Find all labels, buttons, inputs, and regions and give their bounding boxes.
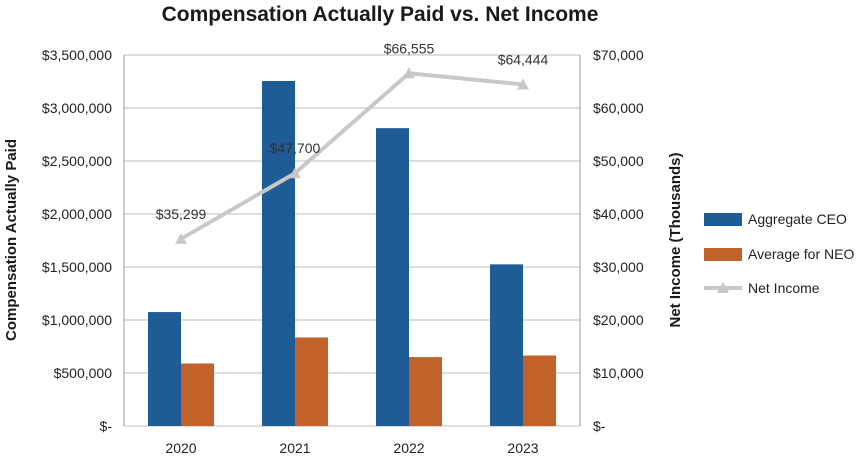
x-axis-ticks: 2020 2021 2022 2023 <box>165 440 538 456</box>
y-tick-label: $2,000,000 <box>42 206 112 222</box>
net-income-marker <box>289 167 301 179</box>
y2-tick-label: $30,000 <box>593 259 644 275</box>
net-income-data-label: $66,555 <box>384 40 435 56</box>
net-income-marker <box>403 67 415 79</box>
net-income-data-label: $35,299 <box>156 206 207 222</box>
y-tick-label: $3,000,000 <box>42 100 112 116</box>
y-axis-title: Compensation Actually Paid <box>3 139 20 341</box>
left-axis-ticks: $- $500,000 $1,000,000 $1,500,000 $2,000,000… <box>42 47 112 434</box>
x-tick-label: 2020 <box>165 440 196 456</box>
y2-tick-label: $40,000 <box>593 206 644 222</box>
net-income-data-label: $64,444 <box>498 51 549 67</box>
net-income-data-label: $47,700 <box>270 140 321 156</box>
bar-aggregate-ceo <box>148 312 181 426</box>
net-income-marker <box>517 78 529 90</box>
bar-average-for-neo <box>523 355 556 426</box>
bar-average-for-neo <box>181 363 214 426</box>
chart-title: Compensation Actually Paid vs. Net Incom… <box>162 3 599 26</box>
y2-tick-label: $10,000 <box>593 365 644 381</box>
legend-swatch <box>704 213 742 226</box>
x-tick-label: 2021 <box>279 440 310 456</box>
bar-aggregate-ceo <box>376 128 409 426</box>
y2-axis-title: Net Income (Thousands) <box>667 152 684 327</box>
y2-tick-label: $60,000 <box>593 100 644 116</box>
legend-label: Aggregate CEO <box>748 211 847 227</box>
y2-tick-label: $70,000 <box>593 47 644 63</box>
y2-tick-label: $20,000 <box>593 312 644 328</box>
y-tick-label: $1,500,000 <box>42 259 112 275</box>
y2-tick-label: $- <box>593 418 606 434</box>
y-tick-label: $2,500,000 <box>42 153 112 169</box>
bar-aggregate-ceo <box>490 264 523 426</box>
y-tick-label: $500,000 <box>54 365 113 381</box>
bar-aggregate-ceo <box>262 80 295 426</box>
right-axis-ticks: $- $10,000 $20,000 $30,000 $40,000 $50,000 $60… <box>593 47 644 434</box>
y2-tick-label: $50,000 <box>593 153 644 169</box>
legend-marker <box>717 282 729 293</box>
legend-label: Average for NEO <box>748 246 854 262</box>
net-income-marker <box>175 232 187 244</box>
net-income-line-group: $35,299 $47,700 $66,555 $64,444 <box>156 40 549 244</box>
y-tick-label: $- <box>100 418 113 434</box>
x-tick-label: 2023 <box>507 440 538 456</box>
bars <box>148 80 556 426</box>
legend-swatch <box>704 248 742 261</box>
legend: Aggregate CEO Average for NEO Net Income <box>704 211 854 296</box>
bar-average-for-neo <box>409 357 442 426</box>
y-tick-label: $1,000,000 <box>42 312 112 328</box>
y-tick-label: $3,500,000 <box>42 47 112 63</box>
legend-label: Net Income <box>748 280 820 296</box>
x-tick-label: 2022 <box>393 440 424 456</box>
net-income-line <box>180 71 524 241</box>
bar-average-for-neo <box>295 337 328 426</box>
